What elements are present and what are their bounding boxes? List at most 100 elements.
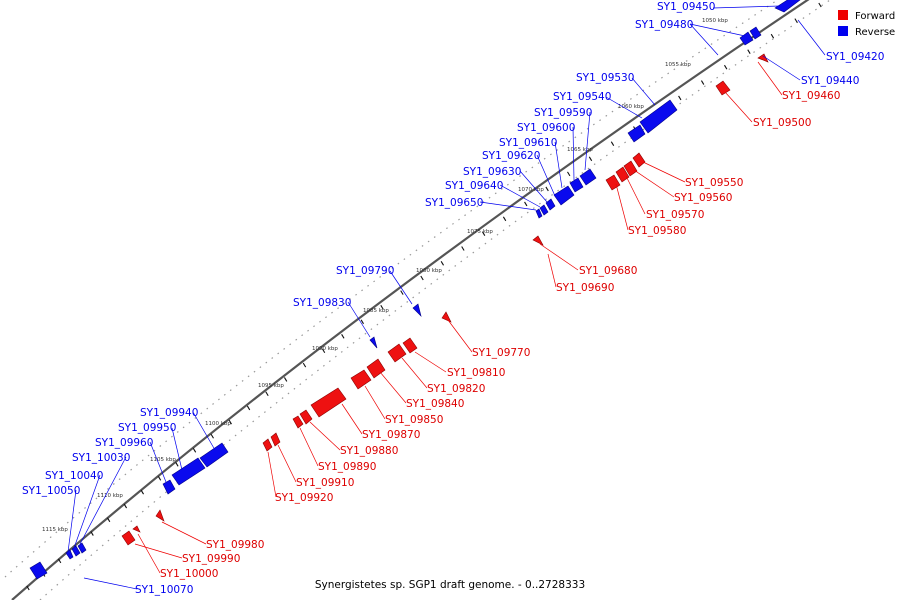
gene-label-SY1_10050[interactable]: SY1_10050	[22, 485, 80, 497]
gene-label-SY1_09610[interactable]: SY1_09610	[499, 137, 557, 149]
gene-label-SY1_09440[interactable]: SY1_09440	[801, 75, 859, 87]
gene-label-SY1_10070[interactable]: SY1_10070	[135, 584, 193, 596]
gene-label-SY1_09680[interactable]: SY1_09680	[579, 265, 637, 277]
outer-dotted-track	[4, 0, 779, 578]
scale-tick-mark	[461, 246, 465, 251]
scale-tick-mark	[302, 362, 307, 368]
gene-glyph-SY1_09630[interactable]	[539, 204, 549, 216]
scale-ticks	[26, 2, 822, 591]
gene-label-SY1_09580[interactable]: SY1_09580	[628, 225, 686, 237]
gene-label-SY1_09810[interactable]: SY1_09810	[447, 367, 505, 379]
gene-label-SY1_09990[interactable]: SY1_09990	[182, 553, 240, 565]
gene-glyph-SY1_10030[interactable]	[77, 542, 87, 554]
tick-label-1095: 1095 kbp	[258, 383, 284, 389]
gene-glyph-SY1_09570[interactable]	[615, 166, 630, 183]
gene-glyph-SY1_09770[interactable]	[441, 311, 452, 323]
gene-label-SY1_09920[interactable]: SY1_09920	[275, 492, 333, 504]
gene-glyph-SY1_09560[interactable]	[623, 160, 638, 177]
gene-glyph-SY1_09960[interactable]	[162, 479, 176, 495]
gene-glyph-SY1_09940[interactable]	[199, 442, 229, 468]
scale-tick-mark	[524, 201, 528, 207]
gene-label-SY1_09420[interactable]: SY1_09420	[826, 51, 884, 63]
gene-glyph-SY1_10000[interactable]	[132, 525, 141, 533]
gene-glyph-SY1_09420[interactable]	[749, 26, 762, 40]
scale-tick-mark	[246, 405, 251, 411]
gene-glyph-SY1_09880[interactable]	[299, 409, 313, 425]
scale-tick-mark	[360, 319, 364, 325]
gene-glyph-SY1_09590[interactable]	[579, 168, 597, 186]
gene-glyph-SY1_10070[interactable]	[29, 561, 48, 580]
gene-label-SY1_09650[interactable]: SY1_09650	[425, 197, 483, 209]
gene-glyph-SY1_09460[interactable]	[715, 80, 731, 96]
scale-tick-mark	[341, 334, 345, 339]
gene-glyph-SY1_09990[interactable]	[121, 530, 136, 546]
gene-glyph-SY1_09850[interactable]	[350, 369, 372, 390]
tick-label-1115: 1115 kbp	[42, 527, 68, 533]
gene-label-SY1_10000[interactable]: SY1_10000	[160, 568, 218, 580]
leader-lines	[67, 5, 826, 590]
gene-label-SY1_09820[interactable]: SY1_09820	[427, 383, 485, 395]
gene-label-SY1_09640[interactable]: SY1_09640	[445, 180, 503, 192]
scale-tick-mark	[228, 419, 232, 425]
gene-label-SY1_09870[interactable]: SY1_09870	[362, 429, 420, 441]
scale-tick-mark	[770, 33, 775, 39]
gene-glyph-SY1_09810[interactable]	[402, 337, 418, 354]
gene-glyph-SY1_09610[interactable]	[553, 185, 575, 206]
gene-label-SY1_09940[interactable]: SY1_09940	[140, 407, 198, 419]
gene-label-SY1_09560[interactable]: SY1_09560	[674, 192, 732, 204]
gene-label-SY1_09550[interactable]: SY1_09550	[685, 177, 743, 189]
gene-glyph-SY1_09530[interactable]	[627, 124, 646, 143]
gene-label-SY1_09480[interactable]: SY1_09480	[635, 19, 693, 31]
gene-label-SY1_10040[interactable]: SY1_10040	[45, 470, 103, 482]
gene-label-SY1_09890[interactable]: SY1_09890	[318, 461, 376, 473]
gene-glyph-SY1_09640[interactable]	[535, 208, 543, 219]
scale-tick-mark	[610, 141, 615, 146]
legend: Forward Reverse	[838, 10, 895, 38]
gene-label-SY1_10030[interactable]: SY1_10030	[72, 452, 130, 464]
gene-label-SY1_09960[interactable]: SY1_09960	[95, 437, 153, 449]
gene-label-SY1_09570[interactable]: SY1_09570	[646, 209, 704, 221]
gene-glyph-SY1_09980[interactable]	[155, 509, 165, 522]
gene-glyph-SY1_09950[interactable]	[171, 457, 206, 486]
gene-glyph-SY1_09890[interactable]	[292, 415, 304, 429]
gene-label-SY1_09830[interactable]: SY1_09830	[293, 297, 351, 309]
gene-label-SY1_09600[interactable]: SY1_09600	[517, 122, 575, 134]
gene-glyph-SY1_09910[interactable]	[270, 432, 281, 447]
gene-glyph-SY1_09580[interactable]	[605, 174, 621, 191]
gene-label-SY1_09450[interactable]: SY1_09450	[657, 1, 715, 13]
gene-label-SY1_09590[interactable]: SY1_09590	[534, 107, 592, 119]
gene-glyph-SY1_09790[interactable]	[412, 303, 422, 317]
gene-glyph-SY1_09620[interactable]	[545, 198, 556, 211]
gene-glyph-SY1_09550[interactable]	[632, 152, 646, 168]
gene-label-SY1_09840[interactable]: SY1_09840	[406, 398, 464, 410]
scale-tick-mark	[440, 261, 445, 266]
gene-glyph-SY1_09820[interactable]	[387, 343, 407, 363]
gene-label-SY1_09980[interactable]: SY1_09980	[206, 539, 264, 551]
gene-label-SY1_09910[interactable]: SY1_09910	[296, 477, 354, 489]
gene-label-SY1_09500[interactable]: SY1_09500	[753, 117, 811, 129]
gene-glyph-SY1_09840[interactable]	[366, 358, 386, 379]
scale-tick-mark	[283, 377, 288, 382]
gene-label-SY1_09690[interactable]: SY1_09690	[556, 282, 614, 294]
gene-label-SY1_09950[interactable]: SY1_09950	[118, 422, 176, 434]
gene-glyph-SY1_09920[interactable]	[262, 438, 273, 452]
gene-label-SY1_09790[interactable]: SY1_09790	[336, 265, 394, 277]
gene-glyph-SY1_10050[interactable]	[65, 549, 74, 560]
gene-label-SY1_09540[interactable]: SY1_09540	[553, 91, 611, 103]
gene-label-SY1_09620[interactable]: SY1_09620	[482, 150, 540, 162]
gene-glyph-SY1_09830[interactable]	[369, 336, 378, 349]
gene-label-SY1_09770[interactable]: SY1_09770	[472, 347, 530, 359]
gene-glyph-SY1_09600[interactable]	[569, 177, 584, 193]
gene-glyph-SY1_09450[interactable]	[774, 0, 801, 13]
gene-glyph-SY1_09540[interactable]	[639, 99, 678, 134]
scale-tick-mark	[747, 49, 751, 54]
gene-label-SY1_09850[interactable]: SY1_09850	[385, 414, 443, 426]
gene-label-SY1_09530[interactable]: SY1_09530	[576, 72, 634, 84]
gene-label-SY1_09880[interactable]: SY1_09880	[340, 445, 398, 457]
gene-label-SY1_09630[interactable]: SY1_09630	[463, 166, 521, 178]
gene-glyph-SY1_09480[interactable]	[739, 31, 754, 46]
gene-glyph-SY1_09870[interactable]	[310, 387, 347, 418]
gene-label-SY1_09460[interactable]: SY1_09460	[782, 90, 840, 102]
gene-glyph-SY1_09680[interactable]	[532, 235, 544, 246]
